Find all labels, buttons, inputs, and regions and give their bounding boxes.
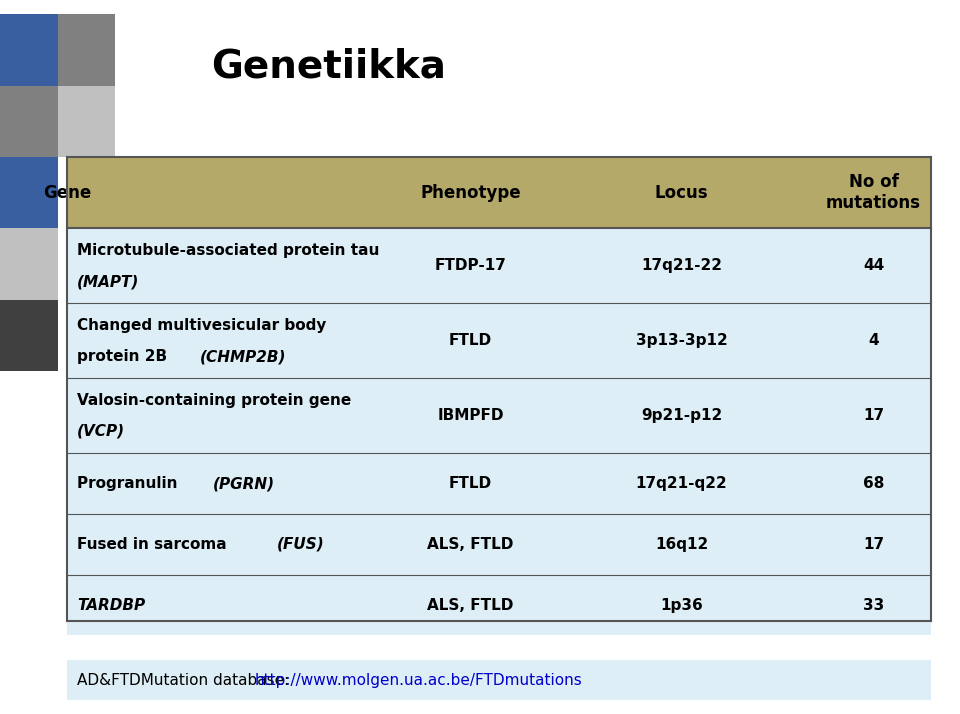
Text: 17q21-22: 17q21-22 <box>641 258 722 273</box>
Text: Changed multivesicular body: Changed multivesicular body <box>77 318 326 333</box>
Text: FTDP-17: FTDP-17 <box>435 258 506 273</box>
Bar <box>67 378 931 453</box>
Bar <box>67 514 931 575</box>
Bar <box>0 300 58 371</box>
Text: (MAPT): (MAPT) <box>77 274 139 289</box>
Text: Locus: Locus <box>655 183 708 202</box>
Text: 17q21-q22: 17q21-q22 <box>636 476 728 491</box>
Bar <box>67 303 931 378</box>
Text: Genetiikka: Genetiikka <box>211 48 446 86</box>
Text: http://www.molgen.ua.ac.be/FTDmutations: http://www.molgen.ua.ac.be/FTDmutations <box>254 673 582 688</box>
Text: 9p21-p12: 9p21-p12 <box>641 408 722 423</box>
Text: TARDBP: TARDBP <box>77 598 145 613</box>
Bar <box>0 14 58 86</box>
Text: 33: 33 <box>863 598 884 613</box>
Text: FTLD: FTLD <box>449 476 492 491</box>
Bar <box>67 660 931 700</box>
Bar <box>67 157 931 228</box>
Text: Microtubule-associated protein tau: Microtubule-associated protein tau <box>77 243 379 258</box>
Bar <box>67 575 931 635</box>
Bar <box>58 86 115 157</box>
Text: 16q12: 16q12 <box>655 537 708 552</box>
Text: (CHMP2B): (CHMP2B) <box>200 349 286 364</box>
Text: (VCP): (VCP) <box>77 424 125 439</box>
Text: ALS, FTLD: ALS, FTLD <box>427 598 514 613</box>
Bar <box>0 157 58 228</box>
Bar <box>0 228 58 300</box>
Text: ALS, FTLD: ALS, FTLD <box>427 537 514 552</box>
Text: Phenotype: Phenotype <box>420 183 520 202</box>
Text: IBMPFD: IBMPFD <box>437 408 504 423</box>
Text: 4: 4 <box>868 333 879 348</box>
Text: 3p13-3p12: 3p13-3p12 <box>636 333 728 348</box>
Text: No of
mutations: No of mutations <box>827 174 921 212</box>
Bar <box>0 86 58 157</box>
Bar <box>67 228 931 303</box>
Text: FTLD: FTLD <box>449 333 492 348</box>
Text: Gene: Gene <box>43 183 91 202</box>
Text: Progranulin: Progranulin <box>77 476 182 491</box>
Text: protein 2B: protein 2B <box>77 349 172 364</box>
Text: 17: 17 <box>863 408 884 423</box>
Text: Fused in sarcoma: Fused in sarcoma <box>77 537 231 552</box>
Text: 17: 17 <box>863 537 884 552</box>
Text: (FUS): (FUS) <box>276 537 324 552</box>
Bar <box>58 14 115 86</box>
Text: 68: 68 <box>863 476 884 491</box>
Text: 1p36: 1p36 <box>660 598 703 613</box>
Text: Valosin-containing protein gene: Valosin-containing protein gene <box>77 393 351 408</box>
Text: AD&FTDMutation database:: AD&FTDMutation database: <box>77 673 294 688</box>
Bar <box>67 453 931 514</box>
Text: (PGRN): (PGRN) <box>213 476 276 491</box>
Text: 44: 44 <box>863 258 884 273</box>
